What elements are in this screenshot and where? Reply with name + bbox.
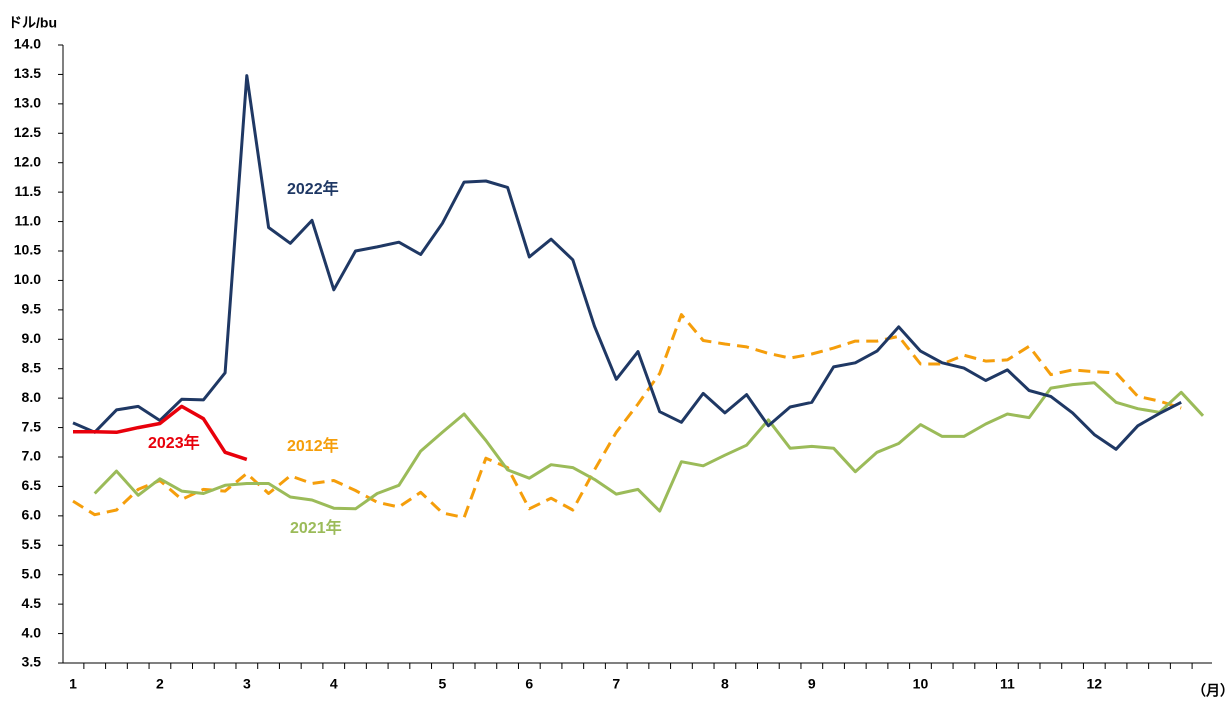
series-line — [73, 404, 248, 462]
y-tick-label: 7.5 — [22, 418, 42, 434]
x-tick-label: 9 — [808, 676, 816, 692]
y-tick-label: 11.0 — [15, 212, 42, 228]
y-axis-label: ドル/bu — [8, 15, 57, 31]
x-tick-label: 10 — [913, 676, 929, 692]
x-tick-label: 3 — [243, 676, 251, 692]
y-tick-label: 5.0 — [22, 565, 42, 581]
y-tick-label: 13.0 — [14, 95, 41, 111]
y-tick-label: 9.0 — [22, 330, 42, 346]
x-tick-label: 4 — [330, 676, 338, 692]
y-tick-label: 6.5 — [22, 477, 42, 493]
x-tick-label: 8 — [721, 676, 729, 692]
x-tick-label: 1 — [69, 676, 77, 692]
series-label: 2021年 — [290, 518, 342, 537]
y-tick-label: 4.0 — [22, 624, 42, 640]
y-tick-label: 4.5 — [22, 595, 42, 611]
series-label: 2022年 — [287, 179, 339, 198]
x-tick-label: 12 — [1087, 676, 1103, 692]
y-tick-label: 3.5 — [22, 654, 42, 670]
y-tick-label: 12.5 — [14, 124, 41, 140]
y-tick-label: 8.5 — [22, 359, 42, 375]
y-tick-label: 12.0 — [14, 153, 41, 169]
series-label: 2012年 — [287, 436, 339, 455]
x-tick-label: 7 — [612, 676, 620, 692]
y-tick-label: 6.0 — [22, 507, 42, 523]
x-tick-label: 5 — [439, 676, 447, 692]
y-tick-label: 11.5 — [15, 183, 42, 199]
series-label: 2023年 — [148, 433, 200, 452]
y-tick-label: 7.0 — [22, 448, 42, 464]
y-tick-label: 13.5 — [14, 65, 41, 81]
x-tick-label: 11 — [1000, 676, 1015, 692]
series-line — [72, 74, 1182, 451]
y-tick-label: 14.0 — [14, 36, 41, 52]
y-tick-label: 9.5 — [22, 301, 42, 317]
x-tick-label: 2 — [156, 676, 164, 692]
x-axis-label: （月） — [1192, 683, 1231, 699]
y-tick-label: 10.0 — [14, 271, 41, 287]
y-tick-label: 10.5 — [14, 242, 41, 258]
y-tick-label: 5.5 — [22, 536, 42, 552]
x-tick-label: 6 — [525, 676, 533, 692]
y-tick-label: 8.0 — [22, 389, 42, 405]
series-line — [93, 381, 1205, 513]
